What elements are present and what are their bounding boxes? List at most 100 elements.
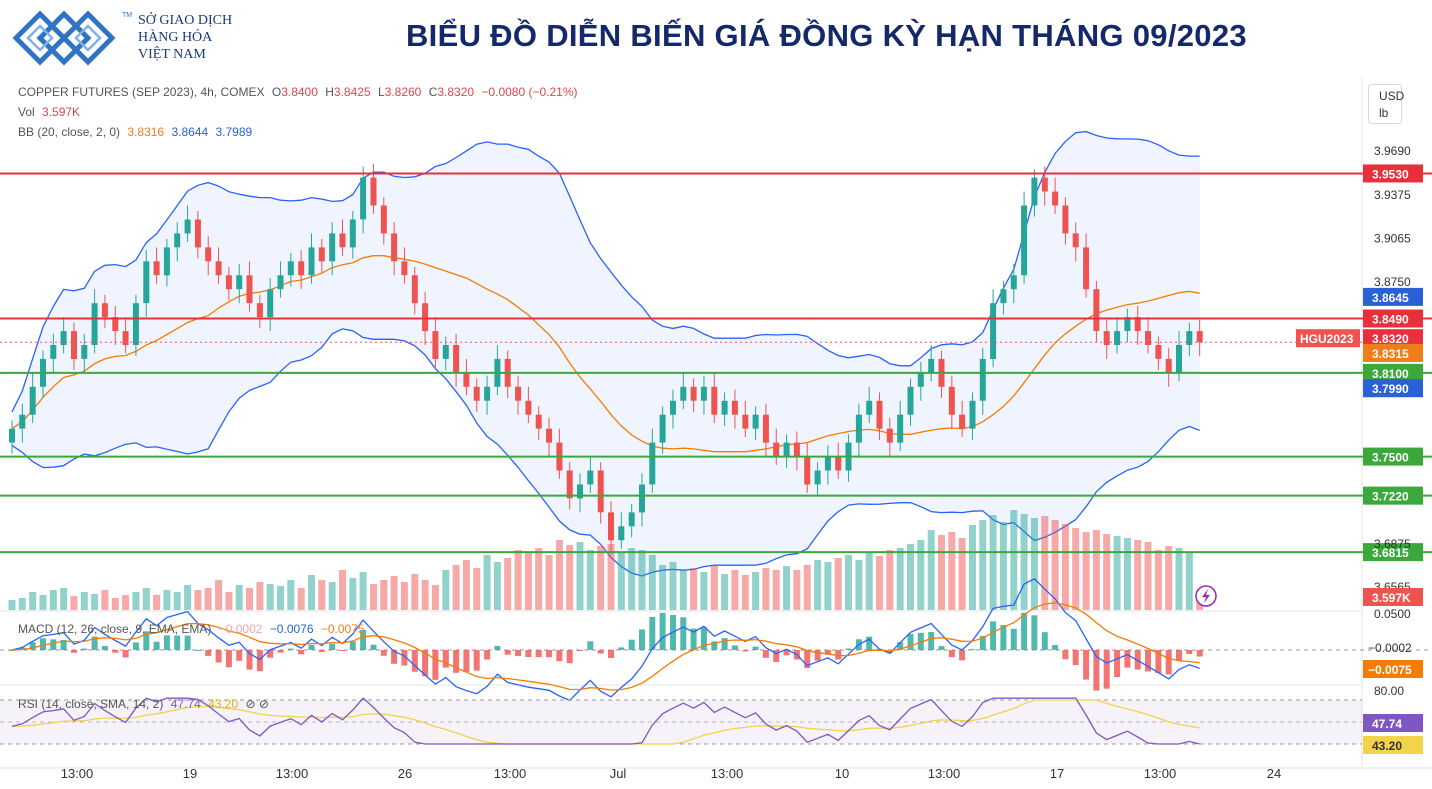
macd-histogram-bar xyxy=(690,628,697,650)
macd-histogram-bar xyxy=(577,650,583,651)
macd-histogram-bar xyxy=(205,650,212,656)
candle-body xyxy=(535,414,542,429)
volume-bar xyxy=(1134,540,1142,610)
volume-bar xyxy=(845,555,852,610)
time-tick-label: 13:00 xyxy=(494,766,527,781)
volume-bar xyxy=(39,595,47,610)
candle-body xyxy=(473,386,480,401)
macd-histogram-bar xyxy=(122,650,129,658)
macd-histogram-bar xyxy=(225,650,232,668)
candle-body xyxy=(442,345,449,359)
time-tick-label: 17 xyxy=(1050,766,1064,781)
volume-bar xyxy=(462,560,470,610)
volume-bar xyxy=(824,562,832,610)
volume-bar xyxy=(8,600,16,610)
volume-bar xyxy=(938,535,945,610)
candle-body xyxy=(1062,205,1069,234)
candle-body xyxy=(773,442,780,457)
candle-body xyxy=(618,526,625,541)
macd-histogram-bar xyxy=(700,627,707,650)
volume-bar xyxy=(431,585,439,610)
rsi-label: RSI (14, close, SMA, 14, 2) xyxy=(18,697,164,711)
macd-signal-value: −0.0075 xyxy=(320,622,365,636)
candle-body xyxy=(50,345,57,359)
logo-trademark: TM xyxy=(122,12,133,19)
ohlc-legend: COPPER FUTURES (SEP 2023), 4h, COMEX O3.… xyxy=(18,85,578,99)
volume-bar xyxy=(731,570,739,610)
rsi-extra-icons: ⊘ ⊘ xyxy=(245,697,269,711)
candle-body xyxy=(1155,345,1162,359)
macd-histogram-bar xyxy=(194,649,201,651)
volume-bar xyxy=(762,568,770,610)
volume-bar xyxy=(122,595,130,610)
macd-histogram-bar xyxy=(329,643,336,650)
candle-body xyxy=(969,400,976,429)
volume-bar xyxy=(638,550,646,610)
volume-bar xyxy=(153,595,161,610)
candle-body xyxy=(122,331,129,345)
volume-bar xyxy=(246,588,253,610)
macd-histogram-bar xyxy=(814,650,821,661)
candle-body xyxy=(639,484,645,513)
macd-histogram-bar xyxy=(628,639,635,650)
macd-histogram-bar xyxy=(215,650,222,663)
macd-histogram-bar xyxy=(525,650,532,657)
candle-body xyxy=(907,386,914,415)
bollinger-label: BB (20, close, 2, 0) xyxy=(18,125,121,139)
volume-bar xyxy=(452,565,460,610)
volume-bar xyxy=(204,588,212,610)
candle-body xyxy=(453,345,460,373)
bollinger-band-fill xyxy=(12,131,1200,576)
macd-histogram-bar xyxy=(277,650,284,653)
volume-bar xyxy=(783,566,791,610)
macd-histogram-bar xyxy=(546,650,552,658)
currency-unit[interactable]: USD lb xyxy=(1368,84,1404,124)
volume-bar xyxy=(359,572,367,610)
macd-histogram-bar xyxy=(422,650,429,677)
bollinger-basis-line xyxy=(11,255,1200,453)
volume-bar xyxy=(865,552,873,610)
volume-bar xyxy=(60,588,68,610)
volume-tag xyxy=(1363,588,1423,606)
time-tick-label: 10 xyxy=(835,766,849,781)
price-tag-label: 3.7990 xyxy=(1372,382,1409,396)
macd-histogram-bar xyxy=(484,650,491,660)
volume-bar xyxy=(1041,516,1049,610)
level-tag-label: 3.7220 xyxy=(1372,490,1409,504)
candle-body xyxy=(1031,177,1038,206)
volume-bar xyxy=(349,578,357,610)
macd-histogram-bar xyxy=(432,650,439,680)
candle-body xyxy=(91,303,98,345)
macd-histogram-bar xyxy=(938,646,945,650)
candle-body xyxy=(1186,331,1193,345)
copper-futures-chart[interactable]: 3.9530 3.8490 3.8100 3.7500 3.7220 3.6815 3.96… xyxy=(0,78,1432,789)
candle-body xyxy=(721,400,728,415)
macd-histogram-bar xyxy=(515,650,522,656)
macd-histogram-bar xyxy=(494,645,501,650)
rsi-ma-tag xyxy=(1363,736,1423,754)
macd-histogram-bar xyxy=(556,650,563,662)
candle-body xyxy=(184,219,191,234)
macd-histogram-bar xyxy=(453,650,460,673)
candle-body xyxy=(1093,289,1100,331)
macd-histogram-bar xyxy=(1062,650,1069,660)
lightning-icon-bolt xyxy=(1202,589,1210,603)
candle-body xyxy=(804,456,811,485)
exchange-name-line-2: HÀNG HÓA xyxy=(138,30,213,45)
price-tag-label: 3.8645 xyxy=(1372,291,1409,305)
candle-body xyxy=(60,331,67,345)
candle-body xyxy=(318,247,325,262)
candle-body xyxy=(1134,317,1141,331)
volume-bar xyxy=(473,568,481,610)
macd-histogram-bar xyxy=(9,650,15,651)
macd-histogram-bar xyxy=(360,630,367,650)
candle-body xyxy=(793,442,800,457)
macd-histogram-bar xyxy=(112,650,119,653)
macd-histogram-bar xyxy=(928,632,935,650)
candle-body xyxy=(855,414,862,443)
volume-bar xyxy=(421,580,429,610)
level-tag xyxy=(1363,543,1423,562)
macd-histogram-bar xyxy=(979,636,986,650)
candle-body xyxy=(1041,177,1048,192)
candle-body xyxy=(9,428,15,443)
